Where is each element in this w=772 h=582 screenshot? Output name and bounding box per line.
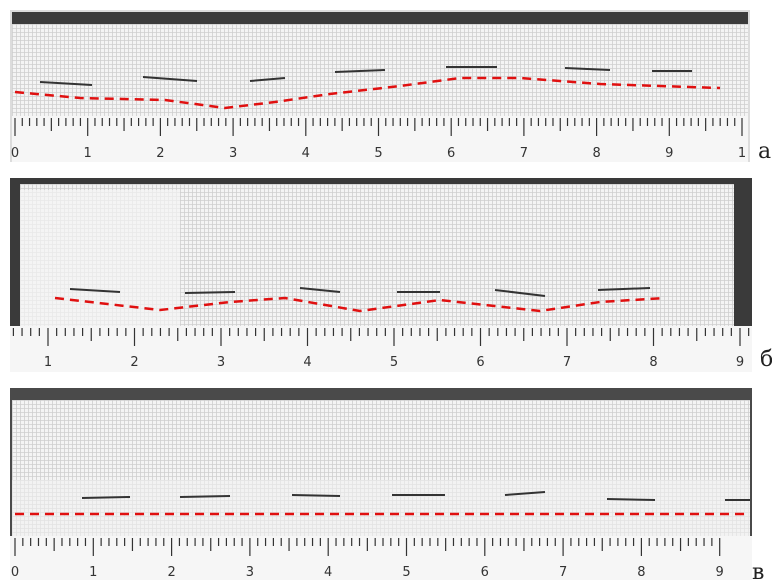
ruler-number: 7 (520, 146, 528, 161)
panel-b (10, 178, 752, 372)
panel-c (10, 388, 752, 580)
ruler-number: 8 (649, 355, 657, 370)
ruler-number: 9 (665, 146, 673, 161)
ruler-number: 5 (374, 146, 382, 161)
ruler-number: 2 (167, 565, 175, 580)
ruler-number: 4 (324, 565, 332, 580)
ruler-number: 7 (563, 355, 571, 370)
ruler-number: 3 (229, 146, 237, 161)
ruler-number: 4 (302, 146, 310, 161)
ruler-number: 6 (447, 146, 455, 161)
ruler-number: 8 (637, 565, 645, 580)
ruler-number: 9 (716, 565, 724, 580)
ruler-number: 9 (736, 355, 744, 370)
ruler-number: 0 (11, 565, 19, 580)
ruler-number: 3 (246, 565, 254, 580)
ruler-number: 1 (89, 565, 97, 580)
ruler-number: 6 (481, 565, 489, 580)
ruler-number: 2 (156, 146, 164, 161)
ruler-number: 0 (11, 146, 19, 161)
ruler-number: 8 (592, 146, 600, 161)
panel-label: в (752, 560, 764, 582)
panel-label: а (758, 139, 771, 164)
ruler-number: 1 (44, 355, 52, 370)
ruler-number: 2 (130, 355, 138, 370)
ruler-number: 6 (476, 355, 484, 370)
ruler-number: 1 (738, 146, 746, 161)
ruler-number: 4 (303, 355, 311, 370)
ruler-number: 1 (84, 146, 92, 161)
panel-label: б (760, 347, 772, 372)
ruler-number: 7 (559, 565, 567, 580)
ruler-number: 3 (217, 355, 225, 370)
ruler-number: 5 (402, 565, 410, 580)
ruler-number: 5 (390, 355, 398, 370)
panel-a (10, 10, 750, 162)
